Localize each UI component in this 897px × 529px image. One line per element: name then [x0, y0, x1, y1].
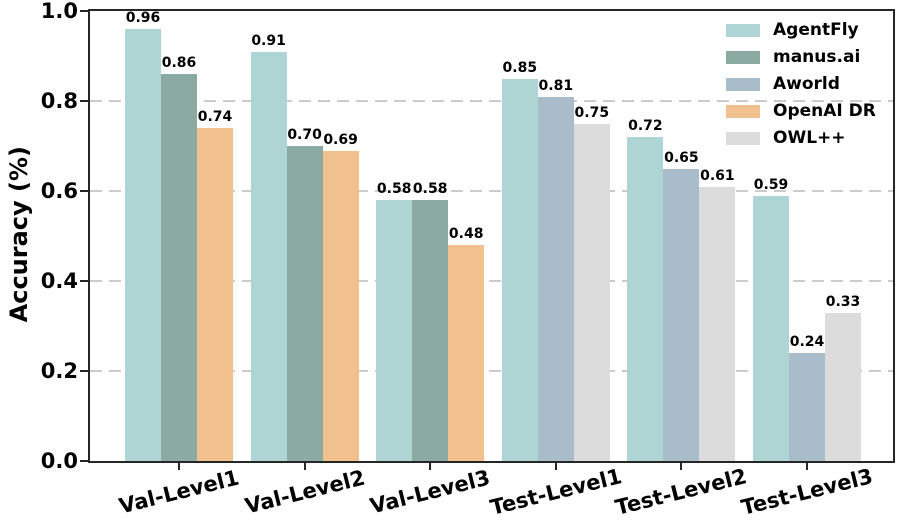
y-tick-label: 0.4 [40, 269, 78, 293]
y-tick-mark [80, 370, 88, 372]
x-tick-mark [554, 463, 557, 470]
bar-group-Val-Level2: 0.91 0.70 0.69 [250, 33, 359, 461]
bar-AgentFly-Val-Level2: 0.91 [250, 33, 287, 461]
legend-swatch-icon [726, 24, 760, 37]
bar-AgentFly-Val-Level1: 0.96 [125, 10, 161, 461]
legend-item-Aworld: Aworld [726, 71, 876, 98]
y-tick-mark [80, 100, 88, 102]
legend-item-OWL++: OWL++ [726, 125, 876, 152]
legend-label: AgentFly [773, 20, 859, 40]
legend-item-AgentFly: AgentFly [726, 17, 876, 44]
legend-label: manus.ai [773, 47, 861, 67]
bar-AgentFly-Val-Level3: 0.58 [376, 181, 413, 461]
gridline-0.4 [90, 280, 893, 282]
y-tick-label: 0.2 [40, 359, 78, 383]
bar-AgentFly-Test-Level2: 0.72 [627, 118, 664, 461]
gridline-0.2 [90, 370, 893, 372]
x-tick-mark [806, 463, 808, 470]
bar-Aworld-Test-Level1: 0.81 [537, 78, 574, 461]
bar-AgentFly-Test-Level1: 0.85 [501, 60, 538, 461]
gridline-0.6 [90, 190, 893, 192]
plot-area: AgentFly manus.ai Aworld OpenAI DR OWL++ 0.9… [88, 9, 895, 463]
legend-item-manus.ai: manus.ai [726, 44, 876, 71]
bar-value-label: 0.58 [376, 181, 412, 197]
bar-OWL++-Test-Level3: 0.33 [825, 294, 861, 461]
legend-label: OWL++ [773, 128, 846, 148]
bar-Aworld-Test-Level3: 0.24 [789, 334, 825, 461]
y-tick-label: 0.8 [40, 89, 78, 113]
bar-group-Test-Level3: 0.59 0.24 0.33 [753, 177, 861, 461]
x-tick-mark [303, 463, 306, 470]
bar-value-label: 0.59 [753, 176, 789, 193]
y-tick-label: 0.0 [40, 449, 78, 473]
bar-value-label: 0.69 [323, 131, 358, 148]
x-tick-mark [178, 463, 180, 470]
bar-OWL++-Test-Level1: 0.75 [573, 105, 610, 461]
y-tick-mark [80, 10, 88, 12]
bar-AgentFly-Test-Level3: 0.59 [753, 177, 789, 461]
bar-Aworld-Test-Level2: 0.65 [663, 150, 700, 461]
y-tick-mark [80, 190, 88, 192]
bar-OpenAI DR-Val-Level2: 0.69 [322, 132, 359, 461]
bar-value-label: 0.75 [574, 104, 610, 121]
bar-OWL++-Test-Level2: 0.61 [699, 168, 736, 461]
bar-manus.ai-Val-Level3: 0.58 [412, 181, 449, 461]
bar-value-label: 0.74 [197, 109, 233, 125]
bar-group-Test-Level2: 0.72 0.65 0.61 [627, 118, 736, 461]
legend-label: Aworld [773, 74, 840, 94]
bar-value-label: 0.24 [789, 334, 825, 350]
bar-value-label: 0.85 [502, 59, 538, 76]
x-tick-mark [429, 463, 432, 470]
y-axis-label: Accuracy (%) [5, 146, 33, 323]
bar-manus.ai-Val-Level1: 0.86 [161, 55, 197, 461]
legend-swatch-icon [726, 132, 760, 145]
bar-value-label: 0.70 [287, 127, 322, 143]
bar-value-label: 0.81 [538, 77, 574, 94]
y-tick-label: 0.6 [40, 179, 78, 203]
legend: AgentFly manus.ai Aworld OpenAI DR OWL++ [726, 17, 876, 152]
legend-swatch-icon [726, 78, 760, 91]
bar-value-label: 0.96 [125, 10, 161, 26]
legend-label: OpenAI DR [773, 101, 876, 121]
bar-manus.ai-Val-Level2: 0.70 [286, 127, 323, 461]
bar-value-label: 0.72 [628, 118, 663, 134]
bar-group-Val-Level3: 0.58 0.58 0.48 [376, 181, 485, 461]
bar-group-Test-Level1: 0.85 0.81 0.75 [501, 60, 610, 461]
bar-OpenAI DR-Val-Level3: 0.48 [448, 226, 485, 461]
y-tick-label: 1.0 [40, 0, 78, 23]
legend-swatch-icon [726, 51, 760, 64]
bar-value-label: 0.61 [700, 167, 735, 184]
bar-value-label: 0.65 [664, 149, 699, 166]
bar-group-Val-Level1: 0.96 0.86 0.74 [125, 10, 233, 461]
bar-value-label: 0.58 [412, 181, 448, 197]
bar-value-label: 0.48 [448, 226, 484, 242]
bar-OpenAI DR-Val-Level1: 0.74 [197, 109, 233, 461]
bar-value-label: 0.86 [161, 55, 197, 71]
x-tick-mark [680, 463, 683, 470]
y-tick-mark [80, 460, 88, 462]
gridline-0.8 [90, 100, 893, 102]
legend-swatch-icon [726, 105, 760, 118]
legend-item-OpenAI DR: OpenAI DR [726, 98, 876, 125]
y-tick-mark [80, 280, 88, 282]
bar-value-label: 0.33 [825, 293, 861, 310]
bar-value-label: 0.91 [251, 32, 286, 49]
